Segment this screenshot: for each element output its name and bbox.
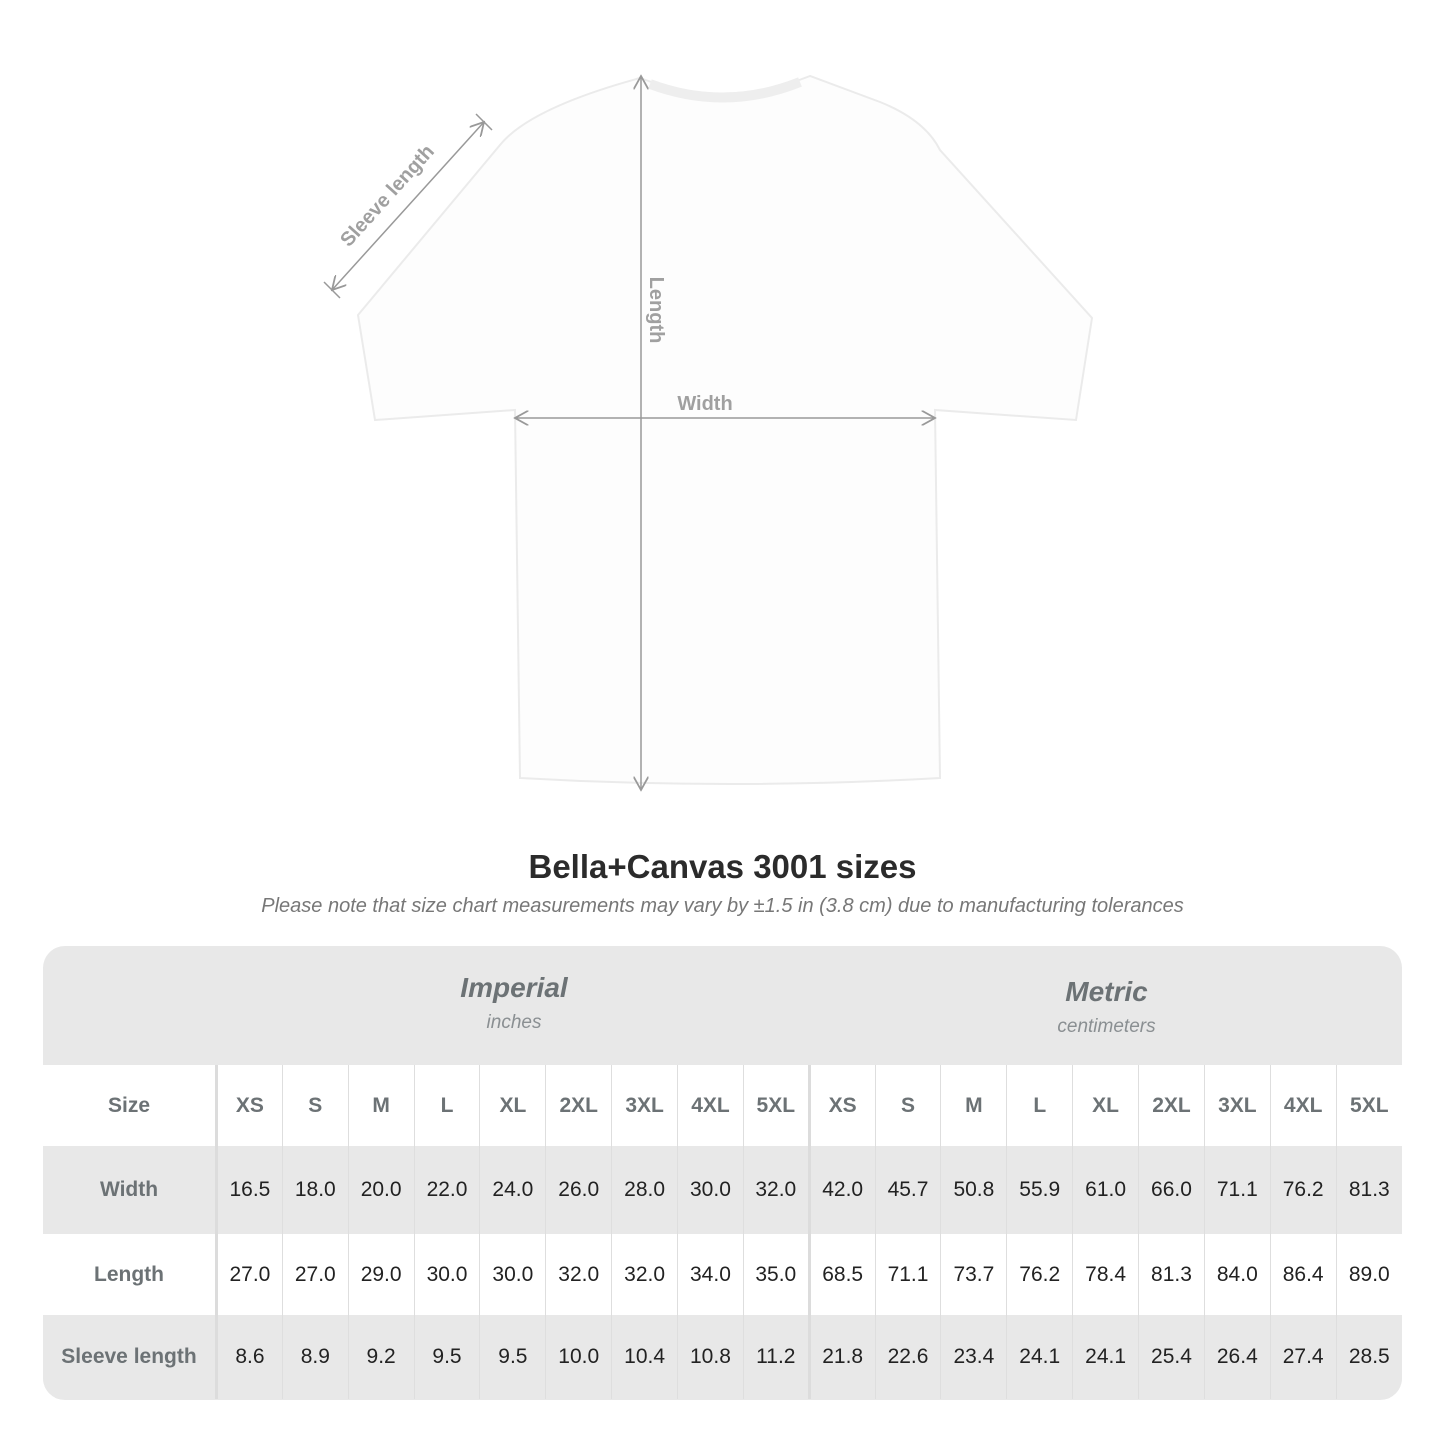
imperial-size-S: S [281,1065,349,1146]
imperial-size-M: M [347,1065,415,1146]
metric-title: Metric [1065,976,1148,1007]
size-table-panel: Imperial inches Metric centimeters Size X… [43,946,1402,1400]
imperial-value-cell: 27.0 [281,1234,349,1315]
metric-value-cell: 24.1 [1072,1315,1139,1399]
metric-size-XS: XS [807,1065,876,1146]
metric-size-3XL: 3XL [1203,1065,1271,1146]
imperial-size-2XL: 2XL [545,1065,612,1146]
chart-title: Bella+Canvas 3001 sizes [528,848,917,885]
table-row: Sleeve length 8.6 8.9 9.2 9.5 9.5 10.0 10.4 10.8… [43,1315,1402,1399]
imperial-title: Imperial [460,972,568,1003]
metric-value-cell: 73.7 [940,1234,1007,1315]
imperial-value-cell: 30.0 [479,1234,546,1315]
metric-value-cell: 84.0 [1203,1234,1271,1315]
size-header-row: Size XS S M L XL 2XL 3XL 4XL 5XL XS S M L XL 2XL 3XL 4XL 5… [43,1065,1402,1146]
imperial-value-cell: 16.5 [216,1146,283,1234]
imperial-value-cell: 32.0 [545,1234,612,1315]
sleeve-length-label: Sleeve length [336,141,439,252]
metric-value-cell: 55.9 [1006,1146,1073,1234]
imperial-value-cell: 9.2 [347,1315,415,1399]
tshirt-diagram: Sleeve length Length Width [323,0,1094,830]
imperial-value-cell: 22.0 [413,1146,480,1234]
metric-value-cell: 71.1 [874,1234,941,1315]
imperial-value-cell: 32.0 [742,1146,810,1234]
imperial-value-cell: 8.9 [281,1315,349,1399]
metric-value-cell: 76.2 [1006,1234,1073,1315]
imperial-value-cell: 34.0 [677,1234,744,1315]
row-label: Length [43,1234,218,1315]
imperial-value-cell: 26.0 [545,1146,612,1234]
imperial-value-cell: 10.4 [611,1315,678,1399]
metric-size-XL: XL [1072,1065,1139,1146]
imperial-value-cell: 10.0 [545,1315,612,1399]
metric-size-2XL: 2XL [1138,1065,1205,1146]
table-row: Length 27.0 27.0 29.0 30.0 30.0 32.0 32.0 34.0 35… [43,1234,1402,1315]
metric-value-cell: 21.8 [807,1315,876,1399]
imperial-value-cell: 24.0 [479,1146,546,1234]
metric-value-cell: 42.0 [807,1146,876,1234]
row-label: Sleeve length [43,1315,218,1399]
metric-value-cell: 71.1 [1203,1146,1271,1234]
imperial-value-cell: 11.2 [742,1315,810,1399]
metric-size-L: L [1006,1065,1073,1146]
imperial-size-3XL: 3XL [611,1065,678,1146]
imperial-size-5XL: 5XL [742,1065,810,1146]
imperial-value-cell: 20.0 [347,1146,415,1234]
imperial-value-cell: 9.5 [479,1315,546,1399]
metric-value-cell: 45.7 [874,1146,941,1234]
imperial-value-cell: 9.5 [413,1315,480,1399]
imperial-size-XS: XS [216,1065,283,1146]
metric-size-M: M [940,1065,1007,1146]
metric-value-cell: 78.4 [1072,1234,1139,1315]
metric-value-cell: 22.6 [874,1315,941,1399]
width-label: Width [677,393,732,415]
metric-value-cell: 86.4 [1269,1234,1337,1315]
imperial-size-4XL: 4XL [677,1065,744,1146]
imperial-unit: inches [486,1012,542,1033]
size-table: Size XS S M L XL 2XL 3XL 4XL 5XL XS S M L XL 2XL 3XL 4XL 5… [43,1065,1402,1399]
metric-size-5XL: 5XL [1335,1065,1402,1146]
metric-size-4XL: 4XL [1269,1065,1337,1146]
metric-value-cell: 76.2 [1269,1146,1337,1234]
size-label: Size [43,1065,218,1146]
imperial-value-cell: 28.0 [611,1146,678,1234]
metric-value-cell: 89.0 [1335,1234,1402,1315]
tshirt-shape [356,74,1094,785]
metric-size-S: S [874,1065,941,1146]
metric-unit: centimeters [1057,1016,1156,1037]
metric-value-cell: 81.3 [1335,1146,1402,1234]
imperial-header: Imperial inches [217,946,811,1064]
metric-header: Metric centimeters [811,950,1402,1068]
imperial-value-cell: 18.0 [281,1146,349,1234]
sleeve-measure-line [332,122,484,290]
metric-value-cell: 26.4 [1203,1315,1271,1399]
metric-value-cell: 28.5 [1335,1315,1402,1399]
imperial-value-cell: 30.0 [413,1234,480,1315]
metric-value-cell: 25.4 [1138,1315,1205,1399]
metric-value-cell: 50.8 [940,1146,1007,1234]
imperial-size-L: L [413,1065,480,1146]
table-row: Width 16.5 18.0 20.0 22.0 24.0 26.0 28.0 30.0 32.… [43,1146,1402,1234]
imperial-value-cell: 29.0 [347,1234,415,1315]
imperial-size-XL: XL [479,1065,546,1146]
imperial-value-cell: 10.8 [677,1315,744,1399]
imperial-value-cell: 30.0 [677,1146,744,1234]
metric-value-cell: 24.1 [1006,1315,1073,1399]
metric-value-cell: 23.4 [940,1315,1007,1399]
tolerance-note: Please note that size chart measurements… [261,895,1184,917]
metric-value-cell: 27.4 [1269,1315,1337,1399]
imperial-value-cell: 32.0 [611,1234,678,1315]
metric-value-cell: 68.5 [807,1234,876,1315]
imperial-value-cell: 35.0 [742,1234,810,1315]
row-label: Width [43,1146,218,1234]
metric-value-cell: 81.3 [1138,1234,1205,1315]
imperial-value-cell: 27.0 [216,1234,283,1315]
metric-value-cell: 61.0 [1072,1146,1139,1234]
metric-value-cell: 66.0 [1138,1146,1205,1234]
imperial-value-cell: 8.6 [216,1315,283,1399]
length-label: Length [645,277,667,344]
